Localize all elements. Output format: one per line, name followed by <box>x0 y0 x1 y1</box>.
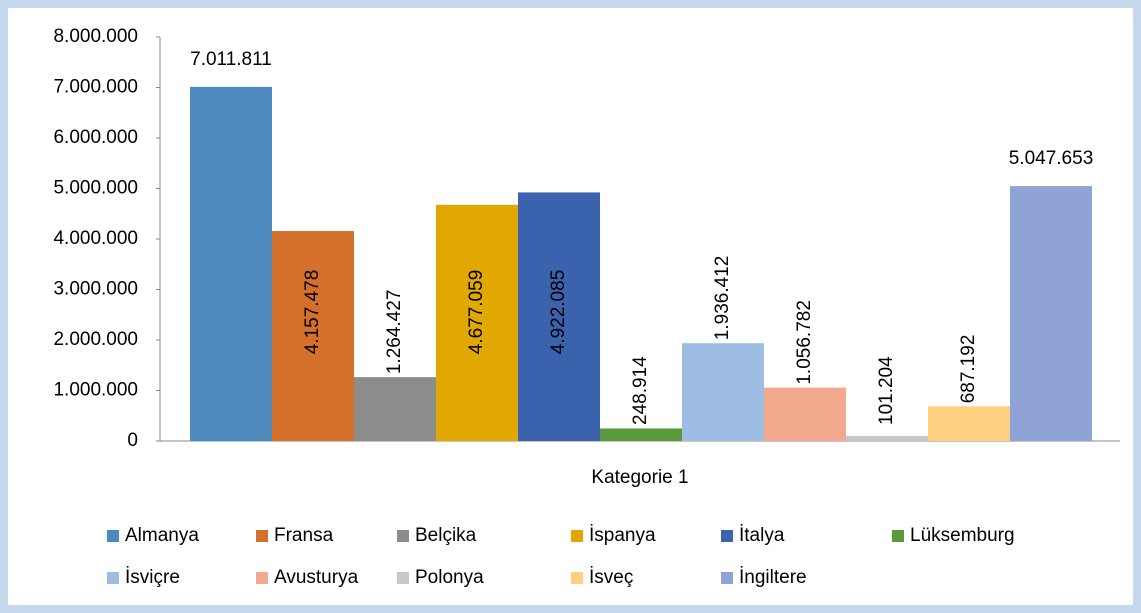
legend-label: Lüksemburg <box>910 525 1015 546</box>
legend-label: İspanya <box>589 525 656 546</box>
data-label: 248.914 <box>630 356 651 425</box>
bar <box>190 86 272 442</box>
legend-label: Belçika <box>415 525 477 546</box>
data-label: 4.157.478 <box>302 270 323 355</box>
legend-label: İsveç <box>589 567 633 588</box>
legend-swatch <box>107 530 119 542</box>
legend-swatch <box>571 530 583 542</box>
bar <box>764 387 846 441</box>
bar <box>928 406 1010 441</box>
legend-label: İtalya <box>739 525 785 546</box>
data-label: 687.192 <box>958 335 979 404</box>
legend-label: İngiltere <box>739 567 807 588</box>
data-label: 101.204 <box>876 356 897 425</box>
bar <box>272 231 354 441</box>
data-label: 5.047.653 <box>1009 148 1094 169</box>
legend-label: Fransa <box>274 525 334 546</box>
bar <box>846 435 928 441</box>
legend-label: Almanya <box>125 525 199 546</box>
y-tick-label: 3.000.000 <box>53 279 138 300</box>
bar <box>682 343 764 441</box>
bar <box>518 192 600 441</box>
legend-swatch <box>397 572 409 584</box>
bar <box>1010 186 1092 441</box>
data-label: 1.056.782 <box>794 300 815 385</box>
legend-swatch <box>721 572 733 584</box>
legend-swatch <box>721 530 733 542</box>
legend-label: Polonya <box>415 567 484 588</box>
y-tick-label: 7.000.000 <box>53 77 138 98</box>
legend-swatch <box>397 530 409 542</box>
data-label: 7.011.811 <box>190 49 272 70</box>
legend-swatch <box>571 572 583 584</box>
legend-swatch <box>107 572 119 584</box>
legend-swatch <box>256 530 268 542</box>
legend-swatch <box>256 572 268 584</box>
data-label: 4.922.085 <box>548 270 569 355</box>
data-label: 1.936.412 <box>712 256 733 341</box>
legend-label: İsviçre <box>125 567 180 588</box>
y-tick-label: 8.000.000 <box>53 26 138 47</box>
x-tick-label: Kategorie 1 <box>591 467 688 488</box>
bar <box>436 204 518 441</box>
y-tick-label: 4.000.000 <box>53 228 138 249</box>
y-tick-label: 2.000.000 <box>53 329 138 350</box>
legend-swatch <box>892 530 904 542</box>
y-tick-label: 0 <box>127 430 138 451</box>
bar <box>600 428 682 441</box>
data-label: 4.677.059 <box>466 270 487 355</box>
data-label: 1.264.427 <box>384 290 405 375</box>
y-tick-label: 6.000.000 <box>53 127 138 148</box>
legend-label: Avusturya <box>274 567 359 588</box>
y-tick-label: 1.000.000 <box>53 380 138 401</box>
bar <box>354 377 436 441</box>
y-tick-label: 5.000.000 <box>53 178 138 199</box>
